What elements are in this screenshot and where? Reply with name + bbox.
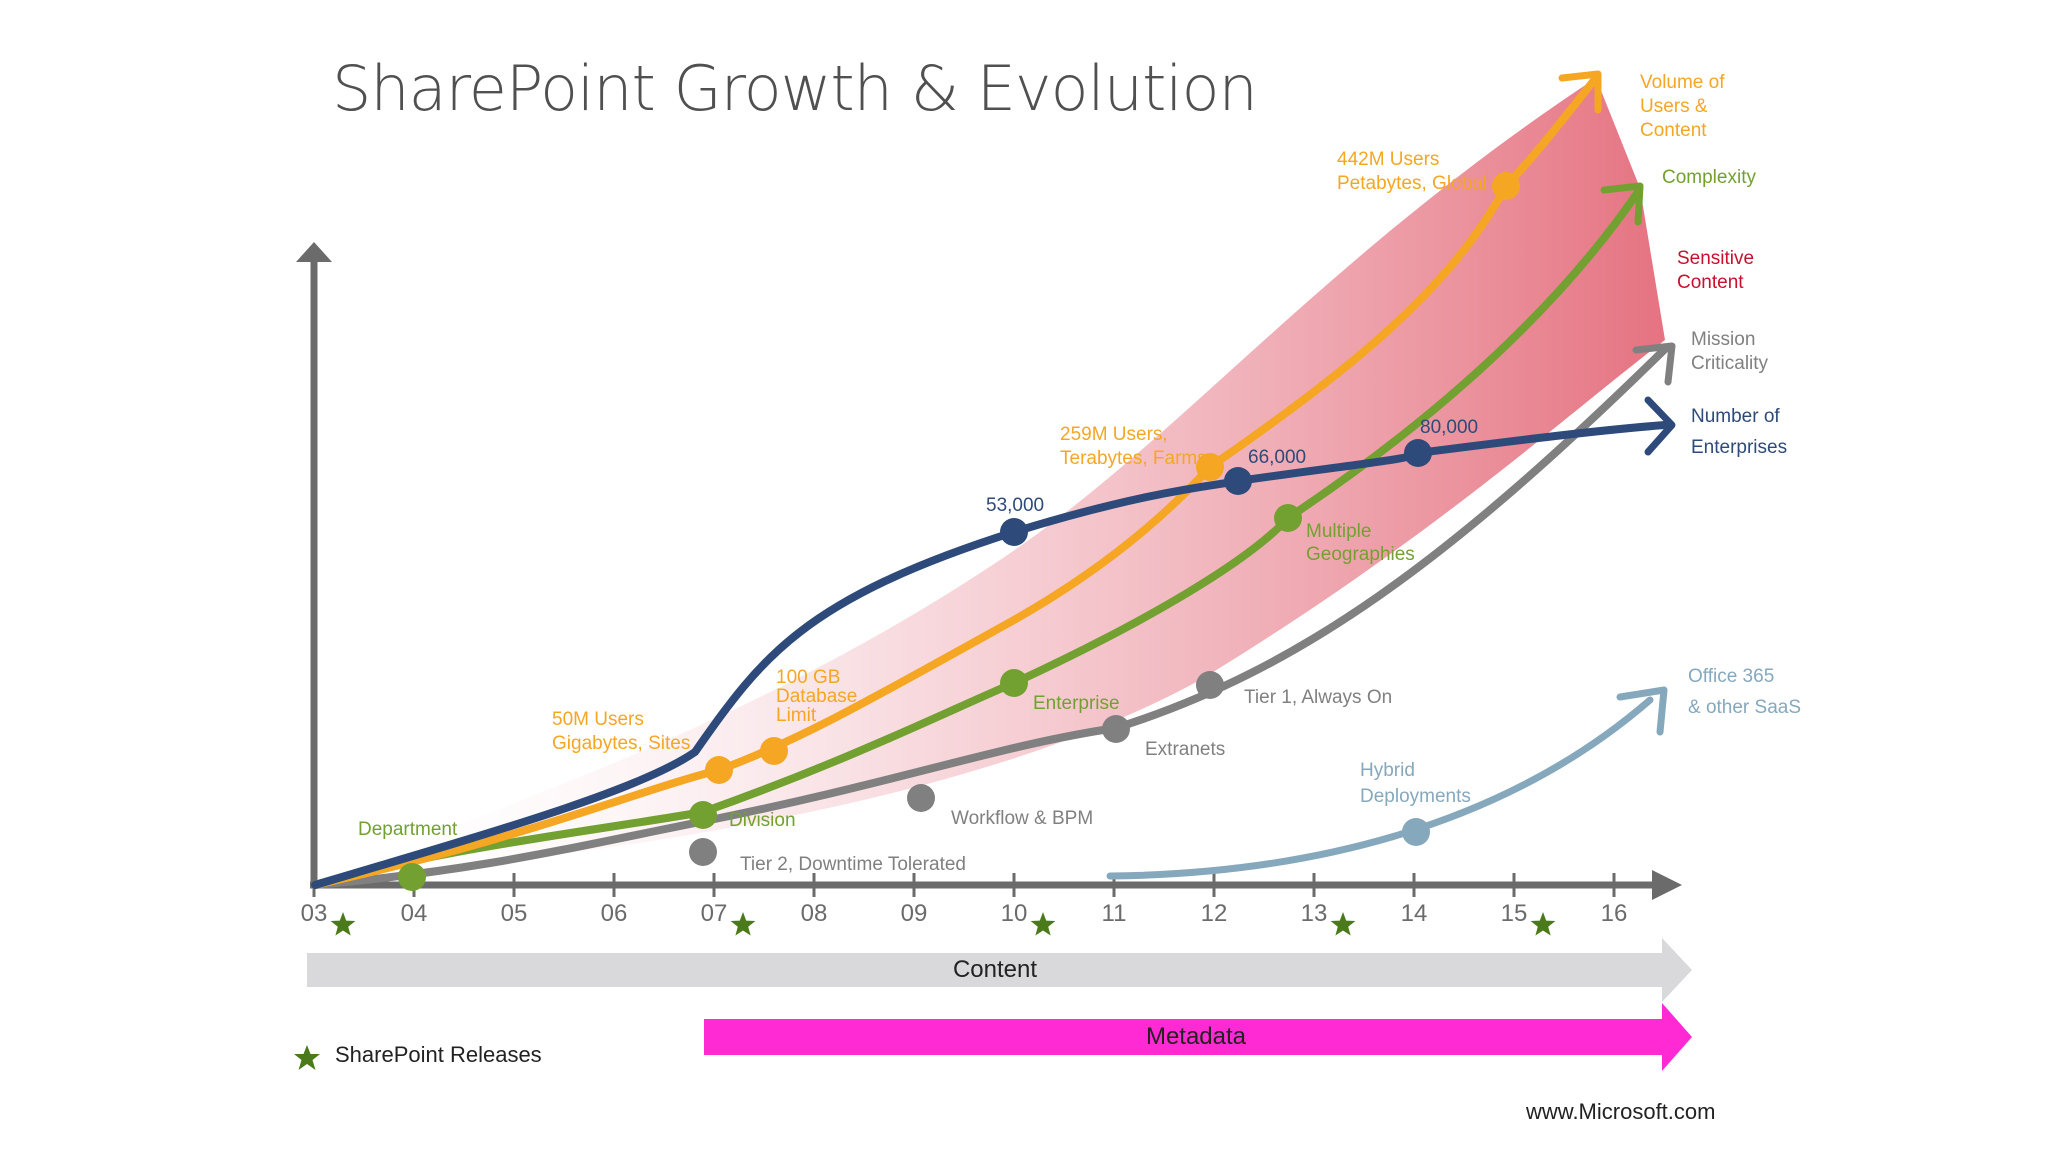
label-100gb: 100 GB Database Limit	[776, 667, 857, 726]
x-tick-label-15: 15	[1501, 900, 1528, 927]
marker-department	[398, 863, 426, 891]
legend-label: SharePoint Releases	[335, 1042, 542, 1067]
label-hybrid: Hybrid Deployments	[1360, 760, 1471, 807]
label-80000: 80,000	[1420, 417, 1478, 438]
x-tick-label-08: 08	[801, 900, 828, 927]
marker-division	[689, 801, 717, 829]
marker-tier2	[689, 838, 717, 866]
release-star-icon-4	[1330, 912, 1356, 936]
complexity-arrowhead	[1600, 182, 1644, 226]
label-442m: 442M Users Petabytes, Global	[1337, 149, 1487, 194]
x-tick-label-09: 09	[901, 900, 928, 927]
label-workflow: Workflow & BPM	[951, 808, 1093, 829]
mission-arrowhead	[1632, 342, 1676, 386]
x-tick-label-14: 14	[1401, 900, 1428, 927]
x-axis-ticks	[312, 873, 1616, 897]
release-star-icon-1	[330, 912, 356, 936]
release-star-icon-5	[1530, 912, 1556, 936]
label-tier2: Tier 2, Downtime Tolerated	[740, 854, 966, 875]
marker-tier1	[1196, 671, 1224, 699]
x-tick-label-11: 11	[1102, 900, 1127, 927]
label-259m: 259M Users, Terabytes, Farms	[1060, 424, 1207, 469]
marker-hybrid	[1402, 818, 1430, 846]
label-50m: 50M Users Gigabytes, Sites	[552, 709, 690, 754]
marker-259m	[1196, 453, 1224, 481]
marker-66000	[1224, 467, 1252, 495]
series-line-saas	[1106, 696, 1654, 880]
series-line-volume	[311, 74, 1600, 889]
x-tick-label-04: 04	[401, 900, 428, 927]
series-line-mission	[311, 345, 1669, 889]
x-tick-label-06: 06	[601, 900, 628, 927]
marker-100gb	[760, 737, 788, 765]
page-title: SharePoint Growth & Evolution	[332, 52, 1258, 125]
label-geographies: Multiple Geographies	[1306, 521, 1415, 565]
marker-50m	[705, 756, 733, 784]
release-star-icon-2	[730, 912, 756, 936]
volume-arrowhead	[1558, 70, 1602, 114]
x-tick-label-07: 07	[701, 900, 728, 927]
label-53000: 53,000	[986, 495, 1044, 516]
label-department: Department	[358, 819, 458, 840]
endlabel-volume: Volume of Users & Content	[1640, 72, 1725, 141]
x-tick-label-13: 13	[1301, 900, 1328, 927]
endlabel-saas: Office 365 & other SaaS	[1688, 666, 1801, 718]
x-tick-label-16: 16	[1601, 900, 1628, 927]
label-division: Division	[729, 810, 796, 831]
endlabel-sensitive: Sensitive Content	[1677, 248, 1754, 293]
metadata-bar-label: Metadata	[1146, 1023, 1247, 1050]
x-tick-label-10: 10	[1001, 900, 1028, 927]
label-tier1: Tier 1, Always On	[1244, 687, 1392, 708]
saas-arrowhead	[1616, 686, 1668, 736]
legend-star-icon	[294, 1045, 320, 1070]
x-tick-label-12: 12	[1201, 900, 1228, 927]
marker-53000	[1000, 518, 1028, 546]
marker-geographies	[1274, 504, 1302, 532]
label-enterprise: Enterprise	[1033, 693, 1120, 714]
label-66000: 66,000	[1248, 447, 1306, 468]
series-end-labels: Volume of Users & Content Complexity Sensi…	[1640, 72, 1801, 718]
x-tick-label-03: 03	[301, 900, 328, 927]
marker-enterprise	[1000, 669, 1028, 697]
release-stars	[330, 912, 1556, 936]
content-bar	[307, 938, 1692, 1002]
endlabel-mission: Mission Criticality	[1691, 329, 1769, 374]
marker-80000	[1404, 439, 1432, 467]
release-star-icon-3	[1030, 912, 1056, 936]
x-axis-tick-labels: 03 04 05 06 07 08 09 10 11 12 13 14 15 16	[301, 900, 1628, 927]
x-tick-label-05: 05	[501, 900, 528, 927]
marker-extranets	[1102, 715, 1130, 743]
source-footer: www.Microsoft.com	[1525, 1099, 1715, 1124]
marker-workflow	[907, 784, 935, 812]
endlabel-complexity: Complexity	[1662, 167, 1756, 188]
y-axis-arrowhead	[296, 242, 332, 262]
enterprises-arrowhead	[1644, 396, 1676, 456]
metadata-bar	[704, 1003, 1692, 1071]
marker-442m	[1492, 172, 1520, 200]
milestone-labels: Department Division Enterprise Multiple G…	[358, 149, 1487, 875]
endlabel-enterprises: Number of Enterprises	[1691, 406, 1787, 458]
sensitive-content-band	[315, 78, 1665, 880]
x-axis-arrowhead	[1652, 870, 1682, 900]
content-bar-label: Content	[953, 956, 1037, 983]
label-extranets: Extranets	[1145, 739, 1225, 760]
